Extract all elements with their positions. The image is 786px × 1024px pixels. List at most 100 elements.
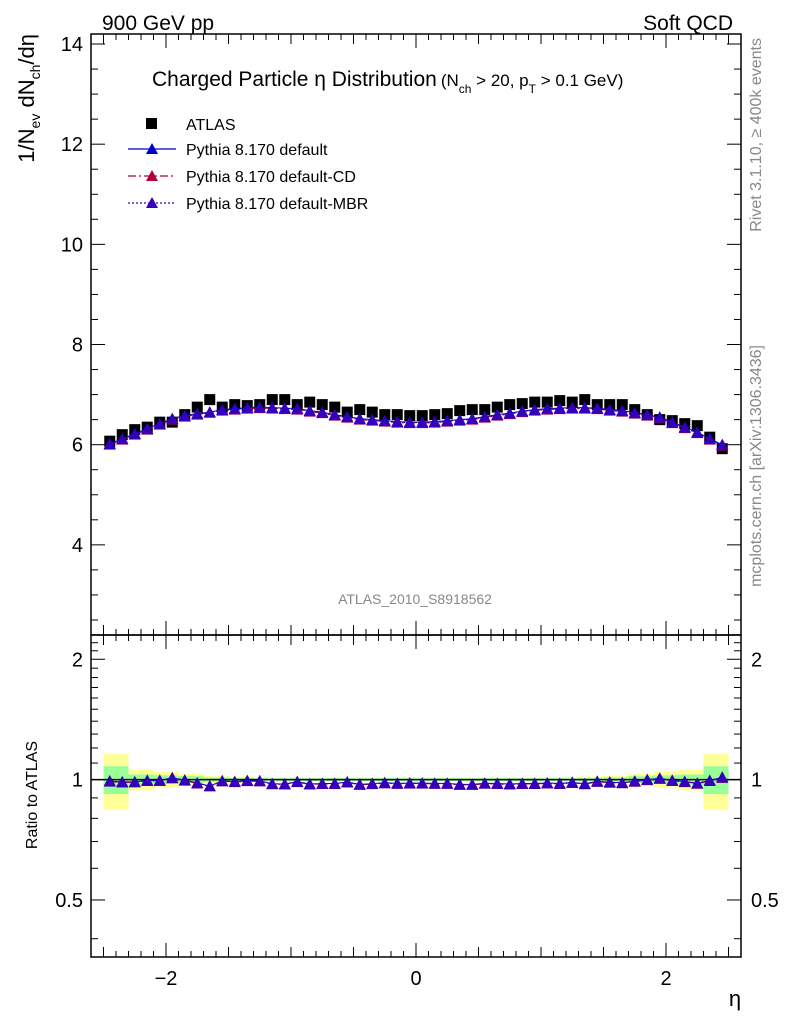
- ratio-point-mbr: [441, 777, 454, 789]
- point-mbr: [166, 413, 179, 425]
- point-mbr: [103, 438, 116, 450]
- point-mbr: [516, 405, 529, 417]
- ratio-point-mbr: [403, 777, 416, 789]
- point-mbr: [503, 407, 516, 419]
- data-point-atlas: [366, 406, 378, 418]
- ratio-point-mbr: [341, 776, 354, 788]
- ratio-y-tick-label: 2: [72, 649, 83, 671]
- legend-cd-label: Pythia 8.170 default-CD: [186, 169, 356, 186]
- ratio-point-mbr: [278, 778, 291, 790]
- title-sub-mid: > 20, p: [471, 71, 528, 90]
- ratio-point-mbr: [328, 777, 341, 789]
- ratio-y-tick-label-right: 0.5: [751, 890, 779, 912]
- ratio-point-mbr: [141, 774, 154, 786]
- x-tick-label: −2: [155, 968, 178, 990]
- ratio-point-mbr: [378, 777, 391, 789]
- data-point-atlas: [204, 394, 216, 406]
- data-point-atlas: [491, 401, 503, 413]
- legend-atlas-label: ATLAS: [186, 117, 236, 134]
- point-mbr: [703, 433, 716, 445]
- point-mbr: [616, 405, 629, 417]
- point-mbr: [141, 423, 154, 435]
- legend-default-label: Pythia 8.170 default: [186, 142, 328, 159]
- ratio-point-mbr: [191, 777, 204, 789]
- main-y-tick-label: 4: [72, 535, 83, 557]
- point-mbr: [391, 416, 404, 428]
- ratio-point-mbr: [628, 775, 641, 787]
- ratio-point-mbr: [466, 778, 479, 790]
- rivet-label: Rivet 3.1.10, ≥ 400k events: [748, 38, 765, 232]
- ratio-point-mbr: [616, 776, 629, 788]
- ylabel-b: dN: [14, 79, 39, 113]
- ratio-point-mbr: [666, 774, 679, 786]
- series-line-mbr: [109, 407, 723, 446]
- data-point-atlas: [304, 396, 316, 408]
- ratio-point-mbr: [366, 777, 379, 789]
- point-mbr: [316, 406, 329, 418]
- data-point-atlas: [329, 401, 341, 413]
- x-axis-label: η: [729, 986, 741, 1011]
- point-mbr: [491, 409, 504, 421]
- ylabel-ch: ch: [27, 65, 43, 80]
- point-mbr: [566, 402, 579, 414]
- ratio-point-mbr: [716, 771, 729, 783]
- ratio-point-mbr: [478, 777, 491, 789]
- main-y-tick-label: 14: [61, 34, 83, 56]
- point-mbr: [253, 401, 266, 413]
- ylabel-ev: ev: [27, 114, 43, 129]
- ratio-point-mbr: [266, 777, 279, 789]
- data-point-atlas: [616, 399, 628, 411]
- ratio-point-mbr: [416, 777, 429, 789]
- point-mbr: [341, 411, 354, 423]
- point-mbr: [603, 404, 616, 416]
- ratio-point-mbr: [641, 773, 654, 785]
- ratio-point-mbr: [516, 777, 529, 789]
- point-mbr: [328, 409, 341, 421]
- data-point-atlas: [466, 404, 478, 416]
- ratio-point-mbr: [541, 777, 554, 789]
- ratio-point-mbr: [678, 775, 691, 787]
- point-mbr: [716, 439, 729, 451]
- main-y-axis-label: 1/Nev dNch/dη: [14, 34, 43, 163]
- data-point-atlas: [541, 396, 553, 408]
- point-mbr: [441, 415, 454, 427]
- data-point-atlas: [579, 394, 591, 406]
- data-point-atlas: [516, 398, 528, 410]
- point-mbr: [178, 410, 191, 422]
- ylabel-a: 1/N: [14, 128, 39, 162]
- point-mbr: [403, 416, 416, 428]
- legend: ATLAS Pythia 8.170 default Pythia 8.170 …: [128, 117, 368, 213]
- ratio-point-mbr: [153, 774, 166, 786]
- point-mbr: [153, 418, 166, 430]
- ratio-point-mbr: [578, 777, 591, 789]
- point-mbr: [578, 402, 591, 414]
- point-mbr: [541, 403, 554, 415]
- point-mbr: [416, 416, 429, 428]
- point-mbr: [366, 414, 379, 426]
- point-mbr: [466, 413, 479, 425]
- header-left: 900 GeV pp: [102, 12, 214, 35]
- legend-mbr-label: Pythia 8.170 default-MBR: [186, 196, 368, 213]
- data-point-atlas: [504, 399, 516, 411]
- point-mbr: [553, 402, 566, 414]
- mcplots-label: mcplots.cern.ch [arXiv:1306.3436]: [748, 345, 765, 587]
- point-mbr: [378, 415, 391, 427]
- header-right: Soft QCD: [643, 12, 733, 35]
- ylabel-c: /dη: [14, 34, 39, 65]
- point-mbr: [291, 403, 304, 415]
- x-tick-label: 0: [410, 968, 421, 990]
- point-mbr: [228, 403, 241, 415]
- plot-title: Charged Particle η Distribution (Nch > 20…: [152, 68, 623, 96]
- ratio-point-mbr: [428, 777, 441, 789]
- title-sub: (N: [441, 71, 459, 90]
- ratio-point-mbr: [653, 772, 666, 784]
- legend-cd-marker: [146, 170, 158, 181]
- ratio-point-mbr: [116, 776, 129, 788]
- point-mbr: [478, 411, 491, 423]
- point-mbr: [116, 433, 129, 445]
- ratio-point-mbr: [553, 777, 566, 789]
- ratio-y-tick-label: 1: [72, 770, 83, 792]
- point-mbr: [628, 407, 641, 419]
- point-mbr: [691, 426, 704, 438]
- main-plot: 4 6 8 10 12 14: [61, 33, 742, 636]
